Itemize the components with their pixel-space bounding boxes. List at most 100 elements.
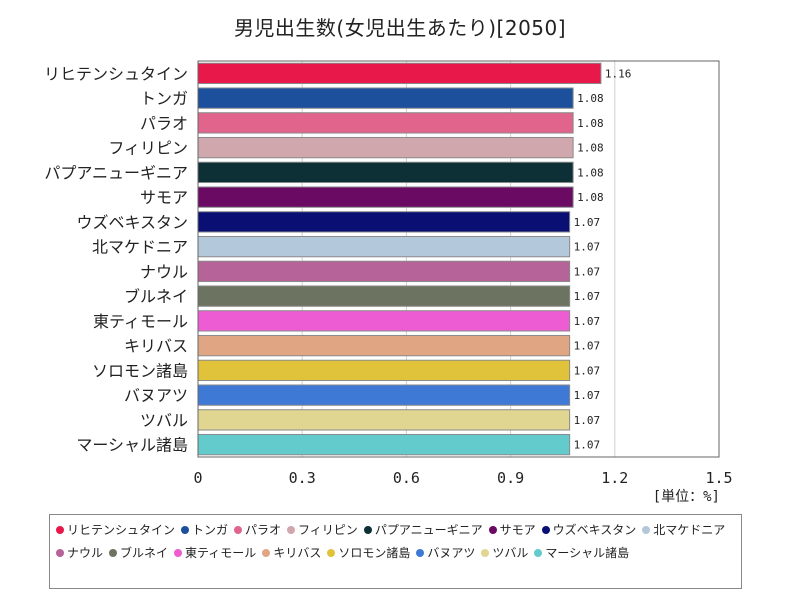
category-label: ツバル [140, 411, 188, 430]
legend-item: ソロモン諸島 [327, 542, 410, 565]
value-label: 1.07 [574, 439, 601, 452]
value-label: 1.07 [574, 241, 601, 254]
legend-item: ウズベキスタン [541, 519, 637, 542]
legend-item: バヌアツ [416, 542, 475, 565]
legend-marker-icon [363, 525, 372, 534]
legend-label: パプアニューギニア [374, 523, 483, 537]
bar [197, 186, 574, 208]
legend-item: キリバス [262, 542, 321, 565]
bar [197, 161, 574, 184]
value-label: 1.08 [577, 191, 604, 204]
category-label: ウズベキスタン [76, 213, 188, 232]
legend-item: フィリピン [287, 519, 358, 542]
category-label: ソロモン諸島 [92, 361, 188, 380]
bar [197, 433, 571, 456]
legend-marker-icon [174, 548, 183, 557]
plot-frame [197, 60, 720, 458]
legend-label: バヌアツ [427, 546, 476, 560]
unit-label: [単位：%] [652, 489, 720, 505]
legend-item: マーシャル諸島 [534, 542, 629, 565]
category-label: フィリピン [108, 139, 188, 158]
legend-marker-icon [109, 548, 118, 557]
x-tick-label: 1.5 [705, 469, 732, 487]
legend-label: ナウル [67, 546, 104, 560]
value-label: 1.07 [574, 414, 601, 427]
value-label: 1.08 [577, 166, 604, 179]
legend-item: ブルネイ [109, 542, 168, 565]
legend-label: サモア [499, 523, 536, 537]
value-label: 1.08 [577, 117, 604, 130]
value-label: 1.07 [574, 216, 601, 229]
legend-marker-icon [642, 525, 651, 534]
value-label: 1.07 [574, 340, 601, 353]
value-label: 1.16 [605, 67, 632, 80]
legend-marker-icon [481, 548, 490, 557]
legend-item: パプアニューギニア [363, 519, 483, 542]
bar [197, 409, 571, 431]
legend-marker-icon [56, 525, 64, 534]
category-label: トンガ [140, 89, 188, 108]
legend-item: ツバル [481, 542, 528, 565]
value-label: 1.08 [577, 92, 604, 105]
category-label: キリバス [124, 337, 188, 356]
category-label: 北マケドニア [92, 238, 188, 257]
category-label: マーシャル諸島 [76, 436, 188, 455]
value-label: 1.07 [574, 389, 601, 402]
category-label: パプアニューギニア [44, 163, 188, 182]
bar [197, 310, 571, 332]
legend-marker-icon [416, 548, 425, 557]
legend-label: リヒテンシュタイン [67, 523, 176, 537]
legend-label: 東ティモール [185, 546, 257, 560]
bar [197, 62, 602, 85]
x-tick-label: 0 [193, 469, 202, 487]
value-label: 1.07 [574, 364, 601, 377]
x-tick-label: 0.9 [497, 469, 524, 487]
x-tick-label: 0.6 [393, 469, 420, 487]
legend-item: パラオ [234, 519, 281, 542]
legend-item: トンガ [181, 519, 228, 542]
bar [197, 87, 574, 109]
legend-marker-icon [262, 548, 271, 557]
legend-item: ナウル [56, 542, 103, 565]
category-label: ナウル [140, 262, 188, 281]
value-label: 1.07 [574, 290, 601, 303]
category-label: パラオ [140, 114, 188, 133]
legend-marker-icon [541, 525, 550, 534]
legend-label: 北マケドニア [653, 523, 726, 537]
bar [197, 285, 571, 307]
legend-marker-icon [488, 525, 497, 534]
category-label: 東ティモール [93, 312, 188, 331]
bar [197, 359, 571, 382]
legend-label: フィリピン [298, 523, 358, 537]
legend-item: 北マケドニア [642, 519, 725, 542]
chart-title: 男児出生数(女児出生あたり)[2050] [233, 16, 567, 40]
legend-item: リヒテンシュタイン [56, 519, 175, 542]
legend-label: キリバス [273, 546, 322, 560]
bar [197, 112, 574, 134]
value-label: 1.07 [574, 265, 601, 278]
legend-label: トンガ [192, 523, 229, 537]
legend-item: 東ティモール [174, 542, 256, 565]
x-tick-label: 0.3 [289, 469, 316, 487]
label-layer: 0 0.3 0.6 0.9 1.2 1.5 リヒテンシュタイン 1.16 トンガ 1.08 パラオ 1… [44, 64, 733, 487]
legend-label: ウズベキスタン [552, 523, 637, 537]
legend: リヒテンシュタイン トンガ パラオ フィリピン パプアニューギニア サモア ウズベキスタン 北… [49, 514, 742, 589]
category-label: リヒテンシュタイン [44, 64, 188, 83]
category-label: バヌアツ [124, 386, 188, 405]
bar [197, 334, 571, 357]
bar [197, 260, 571, 283]
category-label: ブルネイ [124, 287, 188, 306]
legend-marker-icon [234, 525, 243, 534]
legend-label: マーシャル諸島 [545, 546, 630, 560]
value-label: 1.08 [577, 142, 604, 155]
bar [197, 384, 571, 406]
bar-layer [197, 62, 602, 456]
legend-marker-icon [534, 548, 543, 557]
legend-label: パラオ [245, 523, 282, 537]
x-tick-label: 1.2 [601, 469, 628, 487]
category-label: サモア [140, 188, 188, 207]
legend-marker-icon [56, 548, 64, 557]
legend-marker-icon [327, 548, 336, 557]
legend-item: サモア [488, 519, 536, 542]
